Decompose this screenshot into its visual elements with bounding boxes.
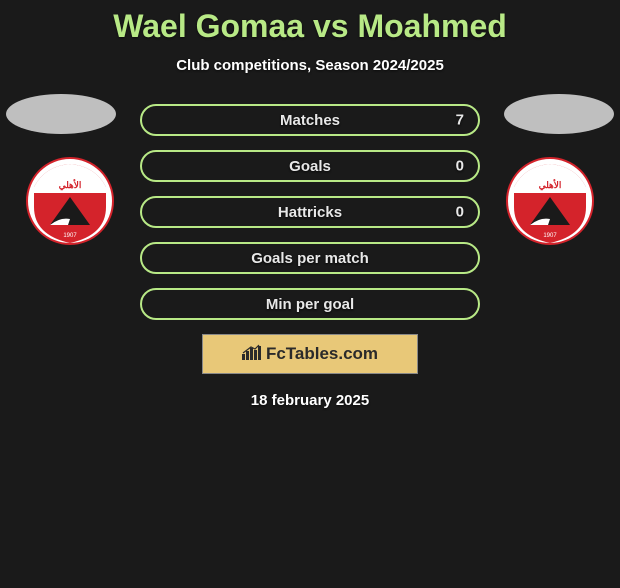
comparison-content: الأهلي 1907 الأهلي 1907 Matches 7 Goals … <box>0 104 620 409</box>
stat-label: Matches <box>142 112 478 129</box>
stat-value-right: 7 <box>456 112 464 129</box>
stat-value-right: 0 <box>456 158 464 175</box>
stat-rows: Matches 7 Goals 0 Hattricks 0 Goals per … <box>140 104 480 320</box>
footer-brand-text: FcTables.com <box>242 344 378 365</box>
bars-icon <box>242 344 262 365</box>
stat-row-min-per-goal: Min per goal <box>140 288 480 320</box>
club-badge-left: الأهلي 1907 <box>20 157 120 245</box>
footer-brand-badge: FcTables.com <box>202 334 418 374</box>
club-badge-right: الأهلي 1907 <box>500 157 600 245</box>
stat-row-goals-per-match: Goals per match <box>140 242 480 274</box>
player-right-placeholder <box>504 94 614 134</box>
stat-row-goals: Goals 0 <box>140 150 480 182</box>
date-label: 18 february 2025 <box>0 392 620 409</box>
player-left-placeholder <box>6 94 116 134</box>
stat-label: Goals <box>142 158 478 175</box>
stat-value-right: 0 <box>456 204 464 221</box>
stat-row-hattricks: Hattricks 0 <box>140 196 480 228</box>
subtitle: Club competitions, Season 2024/2025 <box>0 57 620 74</box>
svg-text:1907: 1907 <box>543 233 557 239</box>
stat-label: Min per goal <box>142 296 478 313</box>
stat-label: Hattricks <box>142 204 478 221</box>
svg-text:الأهلي: الأهلي <box>539 179 562 191</box>
svg-text:1907: 1907 <box>63 233 77 239</box>
stat-row-matches: Matches 7 <box>140 104 480 136</box>
page-title: Wael Gomaa vs Moahmed <box>0 8 620 45</box>
stat-label: Goals per match <box>142 250 478 267</box>
footer-brand-label: FcTables.com <box>266 344 378 364</box>
svg-text:الأهلي: الأهلي <box>59 179 82 191</box>
